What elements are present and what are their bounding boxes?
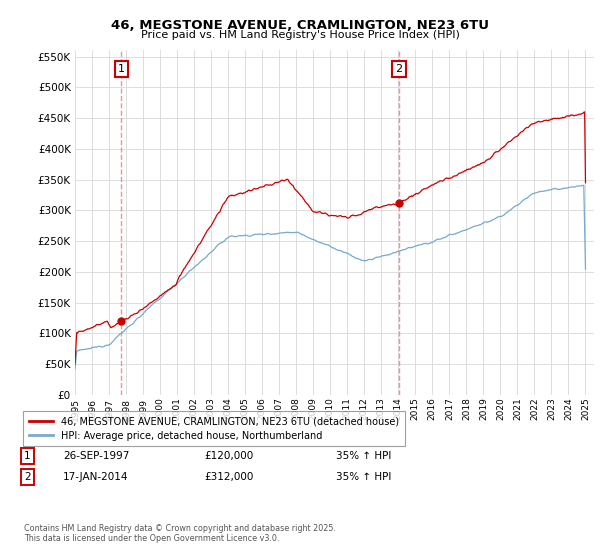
Text: 35% ↑ HPI: 35% ↑ HPI (336, 451, 391, 461)
Text: 1: 1 (118, 64, 125, 74)
Legend: 46, MEGSTONE AVENUE, CRAMLINGTON, NE23 6TU (detached house), HPI: Average price,: 46, MEGSTONE AVENUE, CRAMLINGTON, NE23 6… (23, 411, 405, 446)
Text: 2: 2 (395, 64, 403, 74)
Text: Price paid vs. HM Land Registry's House Price Index (HPI): Price paid vs. HM Land Registry's House … (140, 30, 460, 40)
Text: 35% ↑ HPI: 35% ↑ HPI (336, 472, 391, 482)
Text: Contains HM Land Registry data © Crown copyright and database right 2025.
This d: Contains HM Land Registry data © Crown c… (24, 524, 336, 543)
Text: 2: 2 (24, 472, 31, 482)
Text: 26-SEP-1997: 26-SEP-1997 (63, 451, 130, 461)
Text: 17-JAN-2014: 17-JAN-2014 (63, 472, 128, 482)
Text: 1: 1 (24, 451, 31, 461)
Text: £120,000: £120,000 (204, 451, 253, 461)
Text: £312,000: £312,000 (204, 472, 253, 482)
Text: 46, MEGSTONE AVENUE, CRAMLINGTON, NE23 6TU: 46, MEGSTONE AVENUE, CRAMLINGTON, NE23 6… (111, 18, 489, 32)
